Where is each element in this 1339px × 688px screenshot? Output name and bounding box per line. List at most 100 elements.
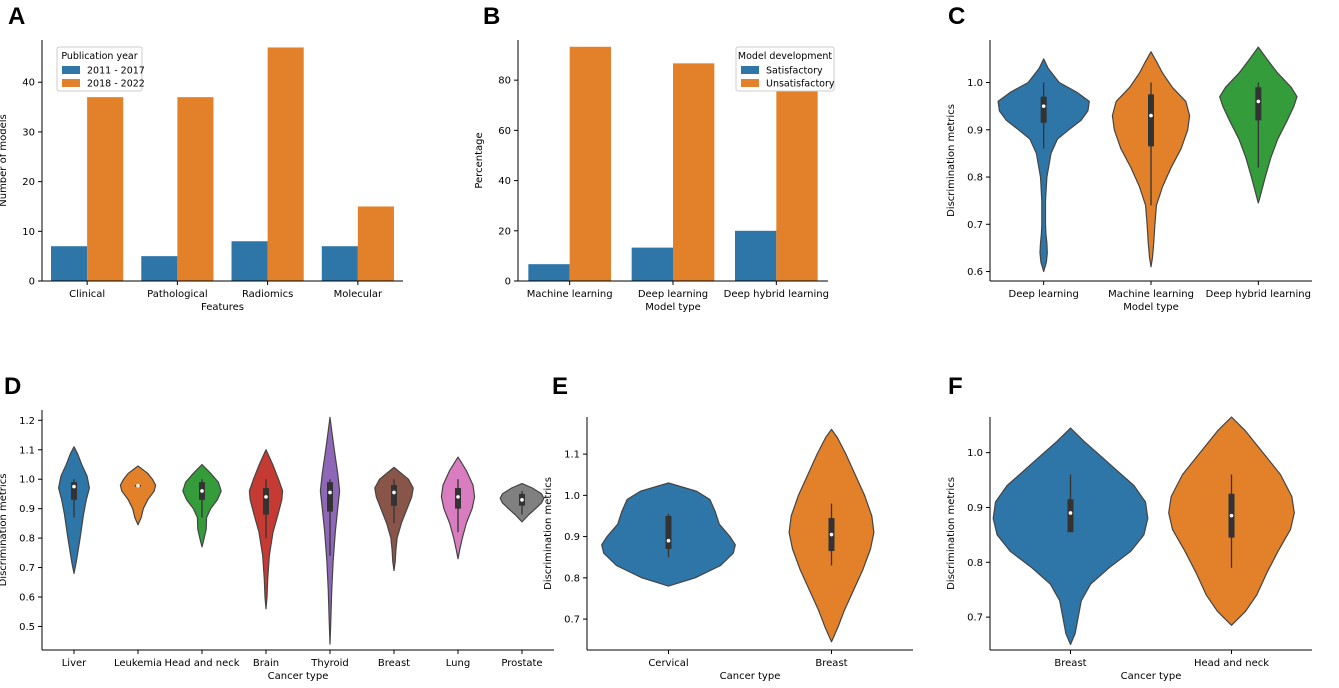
y-axis-title: Discrimination metrics [946,477,957,590]
bar-2018-2022-clinical [87,97,124,281]
violin-median-machine-learning [1149,113,1153,118]
y-tick-label: 1.0 [564,491,580,502]
x-tick-label-thyroid: Thyroid [310,658,349,669]
x-tick-label-brain: Brain [253,658,279,669]
x-tick-label-prostate: Prostate [501,658,542,669]
x-axis-title: Cancer type [720,671,781,682]
y-tick-label: 0.5 [19,622,35,633]
bar-2018-2022-radiomics [267,47,304,281]
y-tick-label: 1.0 [967,448,983,459]
violin-deep-learning [997,58,1090,273]
y-tick-label: 0.9 [19,504,35,515]
violin-median-breast [1068,511,1073,515]
y-tick-label: 0.7 [967,613,983,624]
violin-median-breast [829,532,834,537]
y-tick-label: 30 [22,127,35,138]
bar-2011-2017-clinical [51,246,88,281]
legend-swatch-2018-2022 [62,79,80,87]
legend-swatch-unsatisfactory [741,79,759,87]
y-tick-label: 40 [22,78,35,89]
violin-median-lung [456,495,460,499]
violin-median-thyroid [328,490,332,495]
x-tick-label-cervical: Cervical [648,658,688,669]
x-tick-label-head-and-neck: Head and neck [1194,658,1269,669]
panel-letter-f: F [948,373,963,400]
bar-unsatisfactory-deep-hybrid-learning [776,80,818,282]
y-tick-label: 0.6 [967,267,983,278]
legend-title: Model development [738,51,832,62]
x-tick-label-breast: Breast [815,658,847,669]
y-axis-title: Discrimination metrics [0,474,9,587]
y-tick-label: 0 [29,277,35,288]
bar-unsatisfactory-machine-learning [569,46,611,282]
bar-satisfactory-deep-learning [631,247,673,281]
x-tick-label-liver: Liver [62,658,87,669]
violin-breast [992,427,1149,646]
y-tick-label: 0.9 [967,125,983,136]
y-tick-label: 0.6 [19,592,35,603]
x-tick-label-deep-learning: Deep learning [1009,289,1079,300]
chart-d-cancer-type-violins: 0.5 0.6 0.7 0.8 0.9 1.0 1.1 1.2 Liver Leukemia Hea… [0,410,554,682]
bar-2011-2017-pathological [141,256,178,281]
violin-leukemia [119,465,157,526]
panel-letter-d: D [4,373,21,400]
legend: Publication year 2011 - 2017 2018 - 2022 [56,46,145,92]
y-tick-label: 10 [22,227,35,238]
violin-iqr-box-breast [1067,499,1074,533]
violin-median-breast [392,490,396,495]
x-tick-label-radiomics: Radiomics [242,289,293,300]
legend-label-2011-2017: 2011 - 2017 [87,66,145,77]
chart-f-cancer-type-violins: 0.7 0.8 0.9 1.0 Breast Head and neck Cancer ty… [946,416,1312,682]
x-tick-label-deep-hybrid-learning: Deep hybrid learning [724,289,829,300]
x-tick-label-molecular: Molecular [334,289,383,300]
violin-median-deep-learning [1041,104,1046,108]
violin-iqr-box-machine-learning [1148,94,1154,147]
violin-iqr-box-breast [391,485,397,506]
y-tick-label: 0.8 [967,558,983,569]
legend-swatch-2011-2017 [62,66,80,74]
y-axis-title: Number of models [0,114,9,207]
y-axis-title: Percentage [474,132,485,188]
bar-2011-2017-molecular [321,246,358,281]
x-tick-label-clinical: Clinical [69,289,105,300]
bar-2011-2017-radiomics [231,241,268,281]
violin-iqr-box-thyroid [327,482,333,512]
legend-label-unsatisfactory: Unsatisfactory [766,79,835,90]
violin-median-head-and-neck [1229,513,1234,518]
y-tick-label: 20 [22,177,35,188]
violin-iqr-box-deep-hybrid-learning [1255,87,1262,121]
chart-e-cancer-type-violins: 0.7 0.8 0.9 1.0 1.1 Cervical Breast Cancer type… [543,417,913,682]
y-tick-label: 0 [505,277,511,288]
violin-median-brain [264,495,268,499]
bar-2018-2022-molecular [357,206,394,281]
bar-satisfactory-machine-learning [528,264,570,281]
violin-median-deep-hybrid-learning [1256,99,1261,104]
legend-swatch-satisfactory [741,66,759,74]
panel-letter-e: E [552,373,568,400]
violin-iqr-box-deep-learning [1040,96,1047,123]
chart-c-model-type-violins: 0.6 0.7 0.8 0.9 1.0 Deep learning Machine lear… [946,40,1312,313]
x-tick-label-leukemia: Leukemia [114,658,162,669]
y-tick-label: 20 [498,226,511,237]
y-tick-label: 0.9 [967,503,983,514]
chart-a-publication-year: 0 10 20 30 40 Clinical Pathological Radiomics Mo… [0,40,403,313]
legend-title: Publication year [61,51,137,62]
violin-iqr-box-brain [263,488,269,515]
y-tick-label: 0.8 [967,173,983,184]
panel-letter-a: A [8,3,25,30]
x-axis-title: Model type [645,302,701,313]
x-axis-title: Model type [1123,302,1179,313]
violin-median-head-and-neck [200,489,204,493]
x-axis-title: Features [201,302,244,313]
y-tick-label: 0.7 [564,615,580,626]
y-tick-label: 80 [498,76,511,87]
violin-median-cervical [666,538,671,543]
y-tick-label: 0.7 [967,220,983,231]
y-tick-label: 40 [498,176,511,187]
x-tick-label-deep-hybrid-learning: Deep hybrid learning [1206,289,1311,300]
chart-b-model-development: 0 20 40 60 80 Machine learning Deep learning De… [474,40,835,313]
x-tick-label-head-and-neck: Head and neck [164,658,239,669]
bar-satisfactory-deep-hybrid-learning [735,230,777,281]
legend: Model development Satisfactory Unsatisfact… [735,46,835,92]
